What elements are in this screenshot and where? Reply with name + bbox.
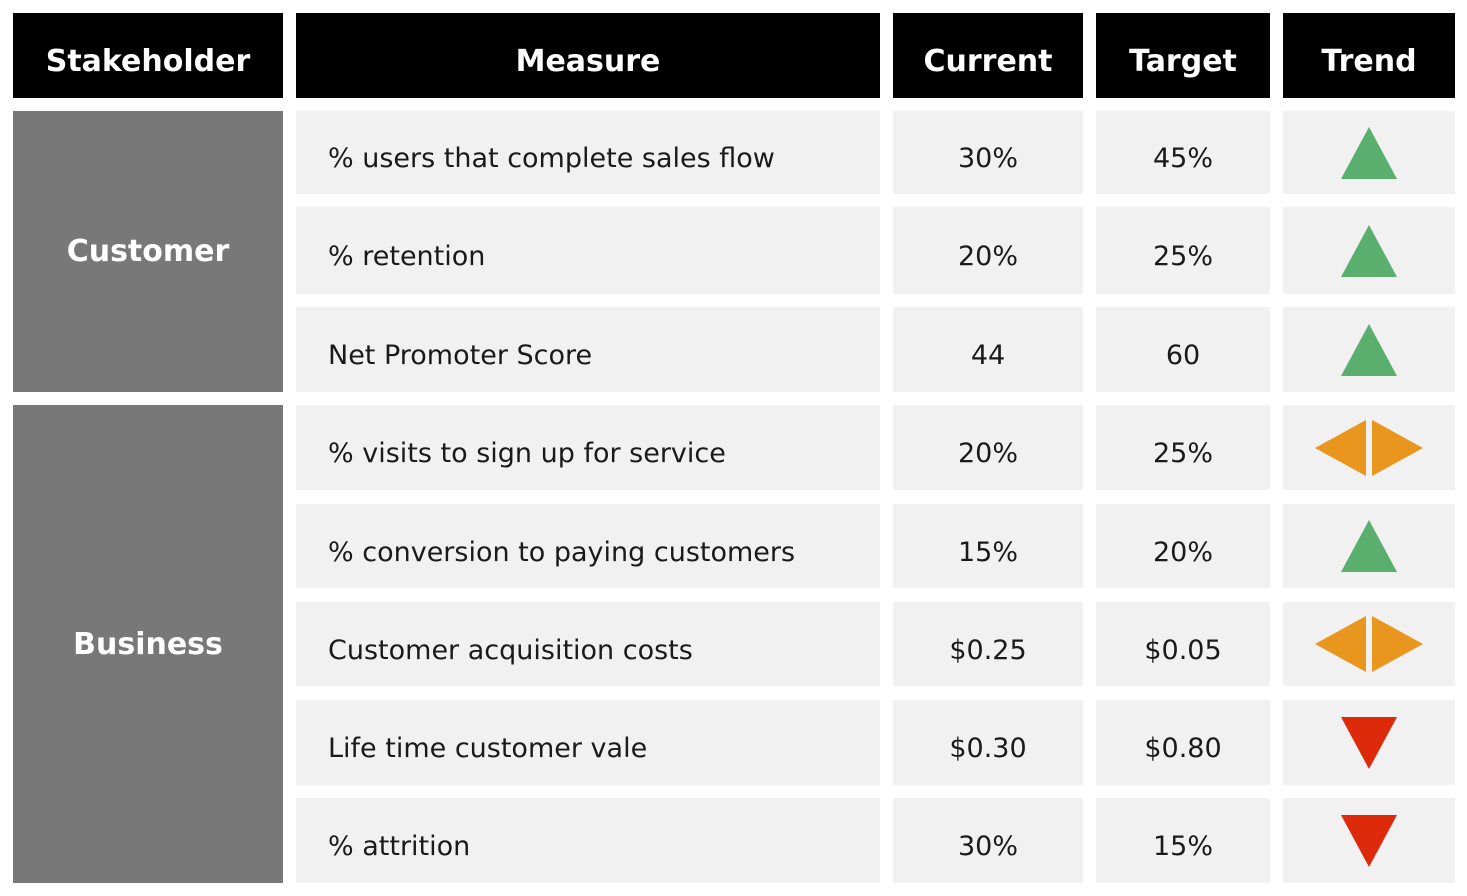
trend-cell	[1283, 207, 1455, 294]
current-cell: 30%	[893, 111, 1083, 194]
up-arrow-icon	[1339, 223, 1399, 279]
measure-cell: Life time customer vale	[296, 700, 880, 785]
flat-arrow-icon	[1313, 418, 1425, 478]
current-cell: 20%	[893, 207, 1083, 294]
trend-cell	[1283, 405, 1455, 490]
header-measure: Measure	[296, 13, 880, 98]
header-target: Target	[1096, 13, 1270, 98]
up-arrow-icon	[1339, 322, 1399, 378]
trend-cell	[1283, 307, 1455, 392]
header-trend: Trend	[1283, 13, 1455, 98]
target-cell: $0.05	[1096, 602, 1270, 686]
target-cell: 15%	[1096, 798, 1270, 883]
trend-cell	[1283, 602, 1455, 686]
current-cell: 15%	[893, 504, 1083, 588]
current-cell: 44	[893, 307, 1083, 392]
current-cell: 30%	[893, 798, 1083, 883]
header-stakeholder: Stakeholder	[13, 13, 283, 98]
measure-cell: % attrition	[296, 798, 880, 883]
up-arrow-icon	[1339, 125, 1399, 181]
current-cell: 20%	[893, 405, 1083, 490]
down-arrow-icon	[1339, 813, 1399, 869]
trend-cell	[1283, 700, 1455, 785]
target-cell: 20%	[1096, 504, 1270, 588]
trend-cell	[1283, 111, 1455, 194]
measure-cell: Customer acquisition costs	[296, 602, 880, 686]
measure-cell: Net Promoter Score	[296, 307, 880, 392]
target-cell: $0.80	[1096, 700, 1270, 785]
flat-arrow-icon	[1313, 614, 1425, 674]
target-cell: 45%	[1096, 111, 1270, 194]
stakeholder-business: Business	[13, 405, 283, 883]
header-current: Current	[893, 13, 1083, 98]
down-arrow-icon	[1339, 715, 1399, 771]
measure-cell: % retention	[296, 207, 880, 294]
trend-cell	[1283, 798, 1455, 883]
up-arrow-icon	[1339, 518, 1399, 574]
measure-cell: % users that complete sales flow	[296, 111, 880, 194]
measure-cell: % conversion to paying customers	[296, 504, 880, 588]
current-cell: $0.30	[893, 700, 1083, 785]
target-cell: 25%	[1096, 207, 1270, 294]
current-cell: $0.25	[893, 602, 1083, 686]
stakeholder-customer: Customer	[13, 111, 283, 392]
target-cell: 60	[1096, 307, 1270, 392]
target-cell: 25%	[1096, 405, 1270, 490]
measure-cell: % visits to sign up for service	[296, 405, 880, 490]
trend-cell	[1283, 504, 1455, 588]
